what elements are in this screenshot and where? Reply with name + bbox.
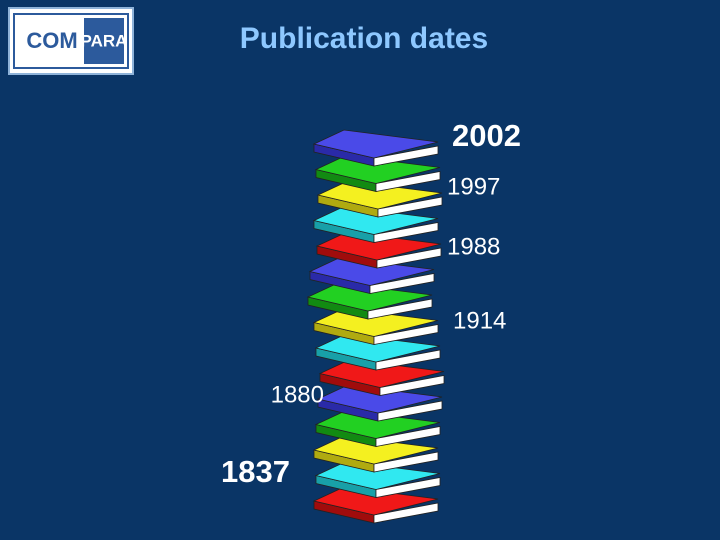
book-pages xyxy=(369,273,435,294)
title: Publication dates xyxy=(240,22,488,55)
book-cover xyxy=(312,129,439,159)
year-label: 1880 xyxy=(271,381,324,408)
logo-left: COM xyxy=(26,28,77,53)
book-cover xyxy=(316,384,443,414)
book-cover xyxy=(314,461,441,490)
book-pages xyxy=(377,196,443,218)
book-cover xyxy=(312,486,439,516)
book-cover xyxy=(314,410,441,439)
year-label: 1914 xyxy=(453,307,506,334)
book-cover xyxy=(306,282,433,312)
book-pages xyxy=(373,451,439,473)
book-pages xyxy=(375,426,441,447)
logo-box xyxy=(84,18,124,64)
book-pages xyxy=(373,324,439,345)
book-pages xyxy=(377,400,443,422)
book-cover xyxy=(312,206,439,235)
book-pages xyxy=(376,247,442,269)
book-stack xyxy=(306,129,445,524)
book-pages xyxy=(373,145,439,167)
year-label: 2002 xyxy=(452,118,521,153)
book-cover xyxy=(314,155,441,184)
book-cover xyxy=(312,435,439,465)
book-cover xyxy=(315,231,442,261)
book-cover xyxy=(316,180,443,210)
book-cover xyxy=(318,359,445,388)
logo-right: PARA xyxy=(81,31,128,50)
book-cover xyxy=(312,308,439,337)
book-cover xyxy=(308,257,435,286)
book-cover xyxy=(314,333,441,363)
book-pages xyxy=(379,375,445,396)
book-pages xyxy=(375,349,441,371)
book-pages xyxy=(367,298,433,320)
book-pages xyxy=(373,502,439,524)
logo-border xyxy=(13,13,129,69)
year-label: 1988 xyxy=(447,233,500,260)
year-label: 1837 xyxy=(221,454,290,489)
book-pages xyxy=(375,171,441,192)
book-pages xyxy=(375,477,441,498)
year-label: 1997 xyxy=(447,173,500,200)
book-pages xyxy=(373,222,439,243)
logo: COM PARA xyxy=(8,7,134,75)
